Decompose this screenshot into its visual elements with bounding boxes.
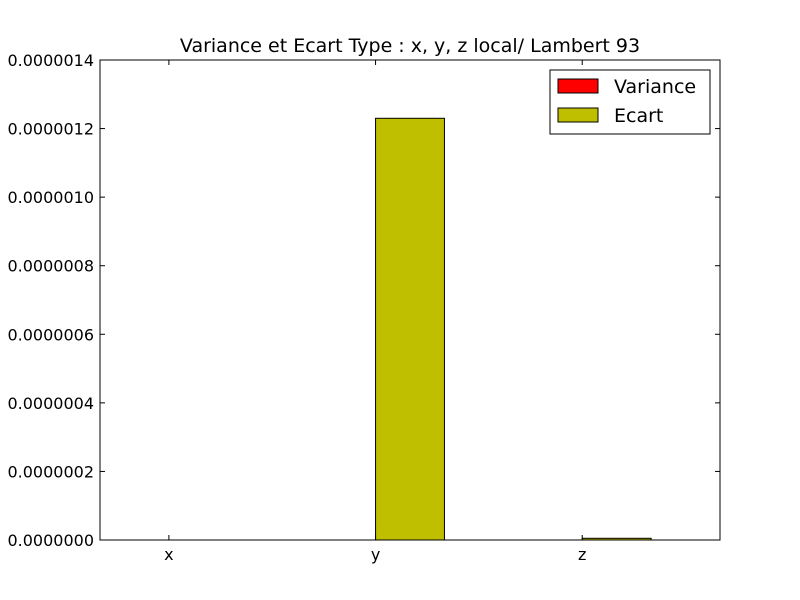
y-tick-label: 0.0000006 [7, 325, 94, 344]
y-tick-label: 0.0000004 [7, 394, 94, 413]
y-tick-label: 0.0000014 [7, 51, 94, 70]
y-tick-label: 0.0000000 [7, 531, 94, 550]
legend-swatch-variance [557, 78, 599, 94]
x-tick-label: z [578, 545, 586, 564]
y-axis: 0.0000000 0.0000002 0.0000004 0.0000006 0.00… [7, 51, 720, 550]
legend-label-ecart: Ecart [614, 105, 663, 127]
x-axis: x y z [164, 60, 586, 564]
axes-frame [99, 59, 721, 541]
legend-label-variance: Variance [614, 76, 696, 98]
bars-layer [375, 117, 652, 541]
x-tick-label: y [371, 545, 380, 564]
chart-title: Variance et Ecart Type : x, y, z local/ … [180, 35, 640, 57]
x-tick-label: x [164, 545, 173, 564]
legend: Variance Ecart [549, 69, 711, 135]
y-tick-label: 0.0000002 [7, 462, 94, 481]
legend-swatch-ecart [557, 107, 599, 123]
y-tick-label: 0.0000008 [7, 257, 94, 276]
bar-ecart-y [375, 117, 445, 541]
y-tick-label: 0.0000010 [7, 188, 94, 207]
y-tick-label: 0.0000012 [7, 120, 94, 139]
